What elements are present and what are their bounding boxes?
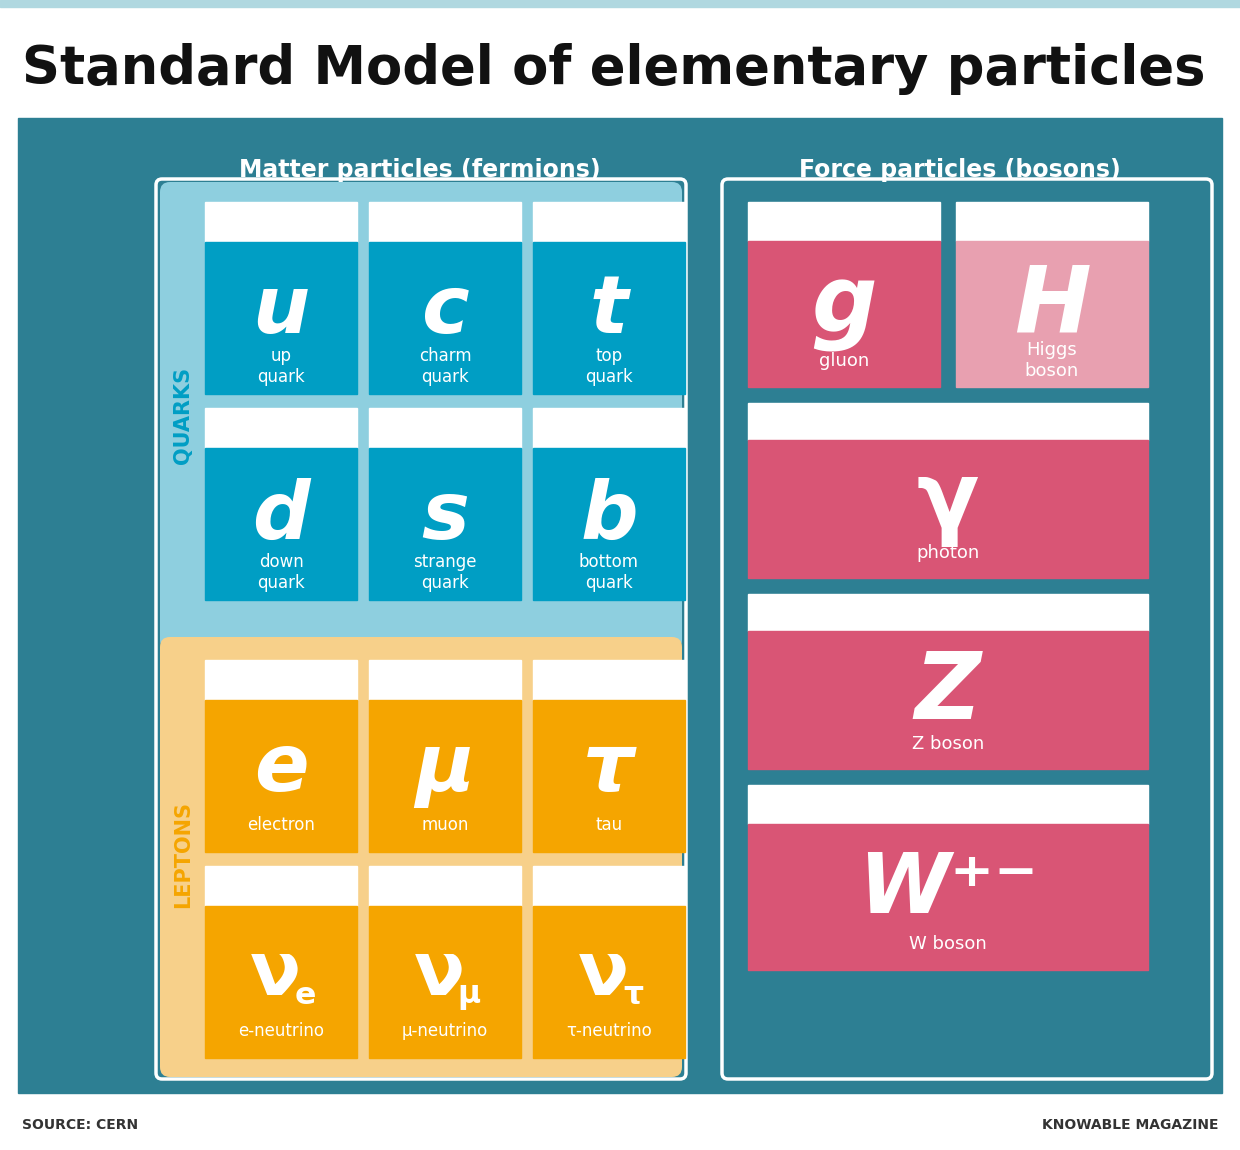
Bar xyxy=(533,906,684,1058)
Text: τ: τ xyxy=(624,981,644,1011)
FancyBboxPatch shape xyxy=(160,637,682,1078)
Bar xyxy=(748,595,1148,630)
Bar xyxy=(0,0,1240,7)
Bar xyxy=(533,660,684,700)
Text: g: g xyxy=(811,261,877,352)
Bar xyxy=(370,448,521,600)
Text: u: u xyxy=(253,271,310,350)
Bar xyxy=(370,906,521,1058)
Bar xyxy=(205,243,357,394)
Text: LEPTONS: LEPTONS xyxy=(174,802,193,908)
Text: photon: photon xyxy=(916,544,980,562)
Text: μ: μ xyxy=(458,981,481,1011)
Bar xyxy=(370,202,521,243)
Bar xyxy=(956,202,1148,240)
Text: W⁺⁻: W⁺⁻ xyxy=(858,849,1038,930)
Bar xyxy=(533,866,684,906)
Text: Standard Model of elementary particles: Standard Model of elementary particles xyxy=(22,43,1205,95)
FancyBboxPatch shape xyxy=(160,182,682,650)
Bar xyxy=(748,785,1148,823)
Text: ν: ν xyxy=(413,938,465,1011)
Bar xyxy=(370,866,521,906)
Text: b: b xyxy=(580,477,637,555)
Bar xyxy=(748,240,940,388)
Bar xyxy=(533,202,684,243)
Bar xyxy=(205,408,357,449)
Text: tau: tau xyxy=(595,815,622,834)
Text: μ: μ xyxy=(415,729,475,807)
Bar xyxy=(370,408,521,449)
Bar xyxy=(370,700,521,852)
Text: s: s xyxy=(422,477,469,555)
Bar xyxy=(205,866,357,906)
Bar xyxy=(205,660,357,700)
Bar xyxy=(205,906,357,1058)
Text: c: c xyxy=(422,271,469,350)
Text: Force particles (bosons): Force particles (bosons) xyxy=(799,158,1121,182)
Text: muon: muon xyxy=(422,815,469,834)
Bar xyxy=(956,240,1148,388)
Text: ν: ν xyxy=(578,938,629,1011)
Text: Z boson: Z boson xyxy=(911,735,985,753)
Text: down
quark: down quark xyxy=(257,553,305,592)
Bar xyxy=(748,823,1148,969)
Text: H: H xyxy=(1013,261,1090,352)
Bar xyxy=(533,700,684,852)
Bar xyxy=(533,243,684,394)
Text: charm
quark: charm quark xyxy=(419,347,471,386)
Text: KNOWABLE MAGAZINE: KNOWABLE MAGAZINE xyxy=(1042,1118,1218,1132)
Text: ν: ν xyxy=(249,938,300,1011)
Bar xyxy=(205,448,357,600)
Bar xyxy=(533,408,684,449)
Text: τ: τ xyxy=(583,729,635,807)
Bar xyxy=(748,402,1148,439)
Bar xyxy=(370,660,521,700)
Bar xyxy=(533,448,684,600)
Text: d: d xyxy=(252,477,310,555)
Text: μ-neutrino: μ-neutrino xyxy=(402,1021,489,1040)
Bar xyxy=(19,118,1221,1092)
Bar xyxy=(748,439,1148,578)
Text: W boson: W boson xyxy=(909,935,987,952)
Text: γ: γ xyxy=(916,457,980,547)
Text: e: e xyxy=(295,981,316,1011)
Text: t: t xyxy=(590,271,629,350)
Text: SOURCE: CERN: SOURCE: CERN xyxy=(22,1118,138,1132)
Text: e-neutrino: e-neutrino xyxy=(238,1021,324,1040)
Text: e: e xyxy=(254,729,309,807)
Bar xyxy=(748,202,940,240)
Text: bottom
quark: bottom quark xyxy=(579,553,639,592)
Bar xyxy=(205,700,357,852)
Text: Higgs
boson: Higgs boson xyxy=(1025,342,1079,381)
Text: top
quark: top quark xyxy=(585,347,632,386)
Text: gluon: gluon xyxy=(818,352,869,369)
Text: QUARKS: QUARKS xyxy=(174,367,193,463)
Bar xyxy=(205,202,357,243)
Text: Matter particles (fermions): Matter particles (fermions) xyxy=(239,158,601,182)
Bar xyxy=(370,243,521,394)
Text: Z: Z xyxy=(915,647,981,738)
Text: up
quark: up quark xyxy=(257,347,305,386)
Text: τ-neutrino: τ-neutrino xyxy=(567,1021,652,1040)
Text: electron: electron xyxy=(247,815,315,834)
Bar xyxy=(748,630,1148,769)
Text: strange
quark: strange quark xyxy=(413,553,476,592)
